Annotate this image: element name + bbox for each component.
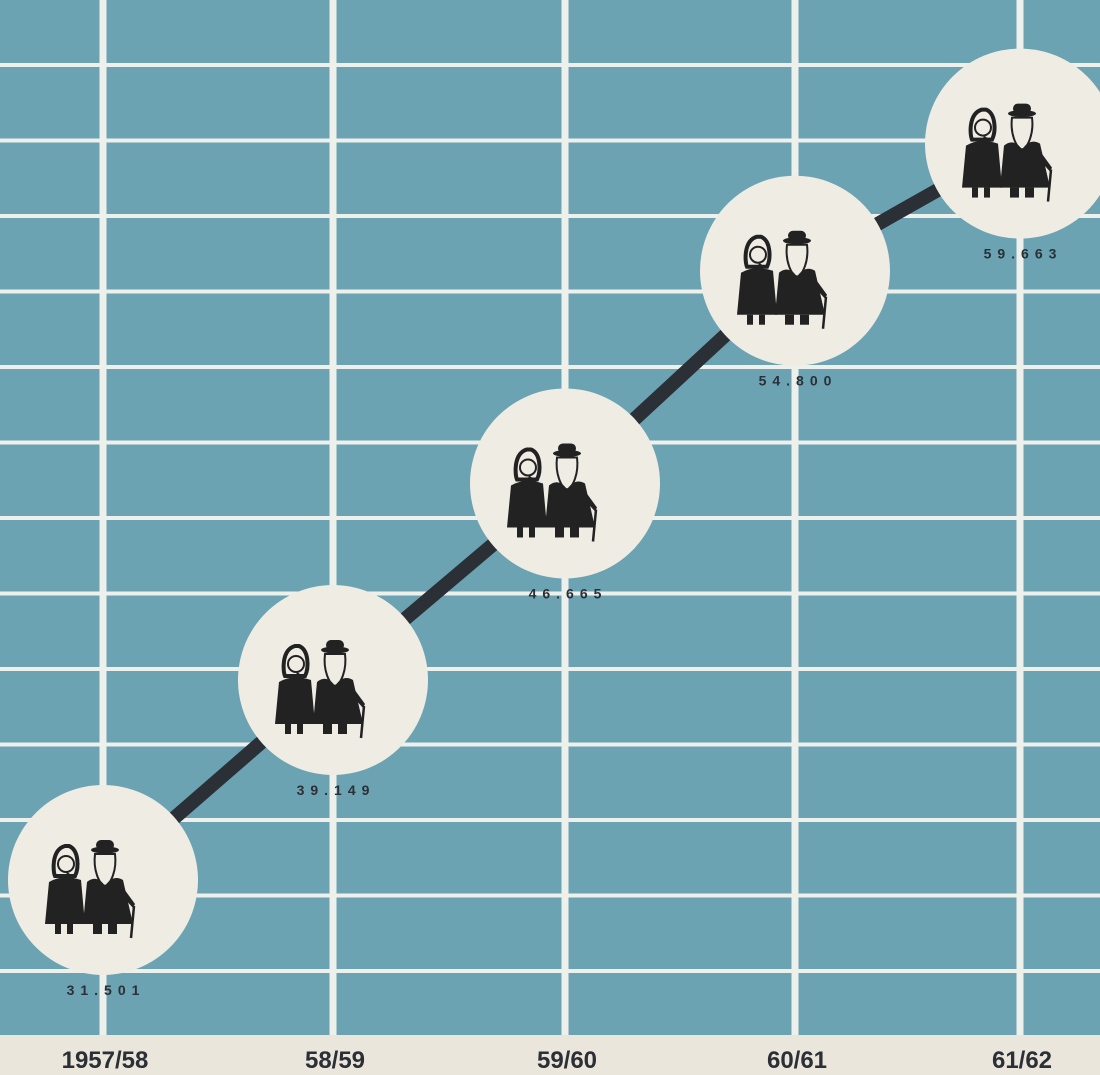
chart: 31.501 39.149 46.665 54.800 59.663 1957/58 58/… [0,0,1100,1075]
value-label: 39.149 [297,782,376,798]
x-tick-label: 1957/58 [62,1047,149,1074]
x-tick-label: 58/59 [305,1047,365,1074]
value-label: 54.800 [759,373,838,389]
page: 31.501 39.149 46.665 54.800 59.663 1957/58 58/… [0,0,1100,1075]
value-label: 31.501 [67,982,146,998]
x-tick-label: 61/62 [992,1047,1052,1074]
x-tick-label: 59/60 [537,1047,597,1074]
x-tick-label: 60/61 [767,1047,827,1074]
value-label: 59.663 [984,246,1063,262]
value-label: 46.665 [529,585,608,601]
